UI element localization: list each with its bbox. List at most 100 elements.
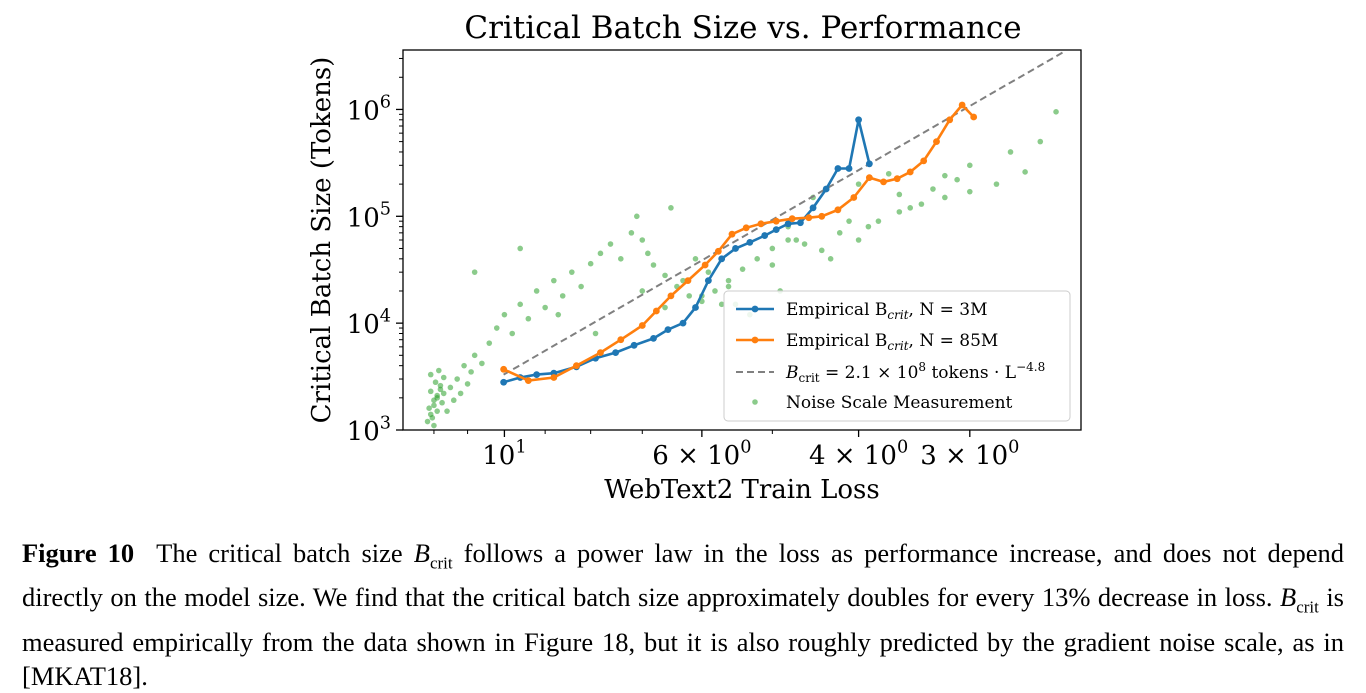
noise-scale-point — [493, 325, 500, 331]
noise-scale-point — [754, 256, 760, 262]
x-tick-label: 4 × 100 — [809, 437, 908, 471]
empirical-85m-point — [946, 116, 954, 124]
empirical-85m-point — [834, 206, 842, 214]
x-tick-label: 101 — [482, 437, 526, 471]
noise-scale-point — [578, 283, 584, 290]
noise-scale-point — [424, 418, 431, 425]
legend-swatch-marker — [751, 305, 759, 313]
noise-scale-point — [434, 395, 440, 401]
empirical-85m-point — [772, 217, 780, 225]
empirical-3m-point — [679, 319, 687, 327]
data-layer — [424, 50, 1065, 429]
noise-scale-point — [818, 247, 825, 254]
noise-scale-point — [555, 311, 562, 318]
empirical-85m-point — [597, 349, 604, 357]
noise-scale-point — [432, 379, 439, 386]
noise-scale-point — [450, 397, 457, 404]
noise-scale-point — [668, 205, 674, 211]
noise-scale-point — [1007, 149, 1014, 155]
empirical-3m-point — [784, 220, 792, 228]
y-tick-label: 103 — [347, 413, 391, 447]
noise-scale-point — [517, 245, 523, 252]
noise-scale-point — [769, 245, 776, 252]
caption-bcrit-sub: crit — [429, 553, 453, 573]
noise-scale-point — [836, 230, 843, 236]
caption-bcrit-symbol-2: B — [1280, 582, 1297, 613]
noise-scale-point — [785, 237, 791, 243]
noise-scale-point — [457, 390, 464, 397]
legend-swatch-dot — [752, 399, 758, 405]
caption-label: Figure 10 — [22, 538, 135, 568]
noise-scale-point — [501, 311, 508, 318]
noise-scale-point — [618, 256, 624, 262]
noise-scale-point — [464, 381, 471, 387]
noise-scale-point — [431, 422, 437, 429]
noise-scale-point — [426, 405, 432, 411]
noise-scale-point — [439, 399, 445, 406]
noise-scale-point — [431, 402, 437, 409]
empirical-3m-point — [772, 226, 780, 234]
empirical-3m-point — [834, 165, 842, 172]
empirical-85m-point — [714, 247, 722, 255]
empirical-85m-point — [701, 261, 709, 269]
noise-scale-point — [569, 269, 575, 275]
noise-scale-point — [607, 241, 614, 247]
empirical-85m-point — [573, 362, 580, 370]
noise-scale-point — [769, 262, 776, 268]
empirical-3m-point — [809, 204, 817, 212]
noise-scale-point — [592, 330, 599, 337]
power-law-fit-line — [503, 50, 1065, 376]
noise-scale-point — [639, 237, 646, 243]
caption-prefix: The critical batch size — [156, 538, 414, 568]
empirical-85m-point — [818, 212, 826, 220]
legend-entry-label: Empirical Bcrit, N = 3M — [786, 300, 988, 322]
noise-scale-point — [827, 256, 834, 262]
noise-scale-point — [686, 293, 692, 299]
empirical-85m-point — [524, 377, 532, 384]
empirical-3m-point — [855, 116, 862, 124]
empirical-85m-point — [742, 224, 750, 232]
empirical-85m-point — [865, 174, 873, 182]
noise-scale-point — [846, 218, 852, 224]
noise-scale-point — [801, 241, 808, 247]
noise-scale-point — [725, 283, 732, 290]
empirical-3m-point — [732, 245, 739, 252]
noise-scale-point — [865, 223, 872, 230]
noise-scale-point — [993, 181, 1000, 187]
empirical-3m-point — [500, 378, 508, 386]
legend-entry-label: Empirical Bcrit, N = 85M — [786, 331, 998, 353]
x-tick-label: 6 × 100 — [652, 437, 751, 471]
y-tick-label: 106 — [347, 93, 391, 127]
empirical-3m-point — [845, 165, 853, 172]
empirical-85m-point — [500, 365, 508, 373]
noise-scale-point — [645, 250, 651, 257]
empirical-85m-point — [880, 178, 887, 186]
empirical-3m-point — [630, 341, 638, 349]
empirical-3m-point — [718, 255, 726, 263]
empirical-3m-point — [865, 160, 873, 168]
y-axis-label: Critical Batch Size (Tokens) — [307, 57, 337, 424]
empirical-85m-point — [920, 157, 928, 165]
noise-scale-point — [1022, 169, 1028, 175]
noise-scale-point — [437, 386, 444, 393]
noise-scale-point — [471, 352, 478, 359]
noise-scale-point — [918, 201, 925, 207]
caption-text-1: follows a power law in the loss as perfo… — [22, 538, 1344, 613]
noise-scale-point — [896, 209, 903, 215]
noise-scale-point — [942, 194, 948, 201]
noise-scale-point — [650, 262, 657, 268]
noise-scale-point — [712, 288, 718, 294]
noise-scale-point — [587, 260, 594, 267]
empirical-3m-point — [796, 219, 804, 227]
empirical-85m-point — [970, 113, 978, 121]
noise-scale-point — [885, 170, 892, 177]
empirical-85m-point — [684, 277, 692, 285]
legend-box — [723, 290, 1071, 422]
noise-scale-point — [1037, 138, 1044, 145]
noise-scale-point — [639, 288, 646, 294]
noise-scale-point — [705, 269, 712, 275]
noise-scale-point — [966, 162, 973, 169]
noise-scale-point — [855, 237, 862, 243]
noise-scale-point — [662, 272, 668, 279]
empirical-3m-point — [692, 304, 699, 311]
